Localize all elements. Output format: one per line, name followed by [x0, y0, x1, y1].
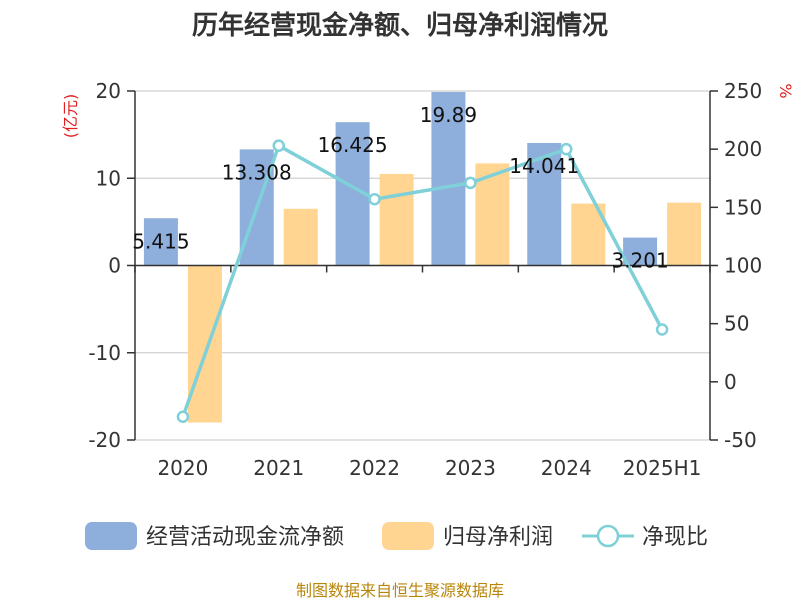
cashflow-data-label: 13.308 [222, 160, 292, 184]
right-axis-label: % [776, 83, 795, 98]
legend-swatch-net-profit [382, 522, 434, 550]
net-profit-bar [379, 173, 414, 266]
ratio-point [368, 192, 381, 206]
cashflow-data-label: 19.89 [420, 103, 477, 127]
category-label: 2024 [541, 456, 592, 480]
data-labels: 5.415 13.308 16.425 19.89 14.041 3.201 [132, 103, 668, 273]
net-profit-bar [667, 202, 702, 266]
right-tick-label: 200 [724, 137, 762, 161]
right-tick-label: 50 [724, 312, 749, 336]
source-note: 制图数据来自恒生聚源数据库 [296, 581, 504, 600]
net-profit-bar [283, 208, 318, 266]
legend-label-ratio: 净现比 [642, 525, 708, 550]
cashflow-bar [527, 142, 562, 266]
ratio-line [176, 139, 669, 423]
category-label: 2021 [253, 456, 304, 480]
chart-title: 历年经营现金净额、归母净利润情况 [192, 10, 608, 41]
ratio-point [464, 176, 477, 190]
right-tick-label: 150 [724, 195, 762, 219]
left-tick-label: -20 [88, 428, 121, 452]
category-label: 2022 [349, 456, 400, 480]
legend: 经营活动现金流净额 归母净利润 净现比 [85, 522, 708, 550]
right-tick-label: 250 [724, 79, 762, 103]
cashflow-data-label: 14.041 [509, 154, 579, 178]
ratio-polyline [181, 143, 664, 418]
cashflow-bar [143, 218, 178, 266]
ratio-point [176, 410, 190, 423]
legend-label-cashflow: 经营活动现金流净额 [146, 525, 344, 550]
right-tick-label: 100 [724, 254, 762, 278]
category-label: 2020 [157, 456, 208, 480]
ratio-point [655, 323, 669, 336]
net-profit-bar [187, 265, 222, 423]
cashflow-bar [431, 91, 466, 266]
left-axis-label: (亿元) [61, 94, 80, 139]
category-label: 2025H1 [623, 456, 702, 480]
right-tick-label: 0 [724, 370, 737, 394]
left-tick-label: 20 [96, 79, 121, 103]
left-tick-label: 0 [108, 254, 121, 278]
left-tick-label: 10 [96, 166, 121, 190]
cashflow-data-label: 3.201 [611, 249, 668, 273]
legend-swatch-cashflow [85, 522, 137, 550]
ratio-point [272, 139, 285, 152]
legend-swatch-ratio-marker [596, 524, 620, 548]
category-label: 2023 [445, 456, 496, 480]
ratio-point [560, 142, 573, 156]
cashflow-data-label: 16.425 [318, 133, 388, 157]
cashflow-data-label: 5.415 [132, 229, 189, 253]
legend-label-net-profit: 归母净利润 [443, 525, 553, 550]
right-tick-label: -50 [724, 428, 757, 452]
left-tick-label: -10 [88, 341, 121, 365]
cashflow-bar [623, 237, 658, 266]
